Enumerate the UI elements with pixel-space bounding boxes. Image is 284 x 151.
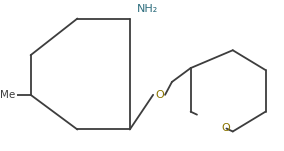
Text: O: O — [155, 90, 164, 100]
Text: Me: Me — [0, 90, 16, 100]
Text: O: O — [221, 124, 230, 133]
Text: NH₂: NH₂ — [137, 4, 158, 14]
